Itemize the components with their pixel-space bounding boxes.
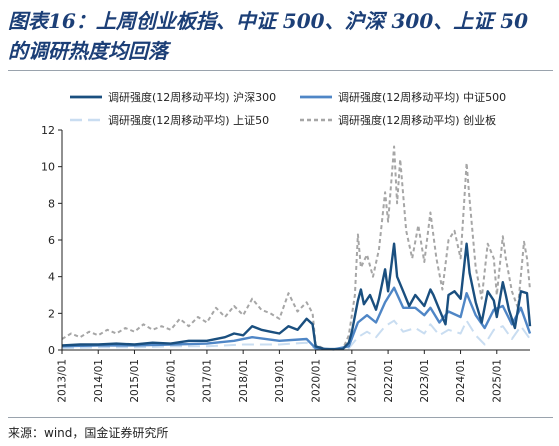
x-tick-label: 2023/01 [419,359,431,403]
legend-label-4: 调研强度(12周移动平均) 创业板 [338,113,496,127]
y-tick-label: 4 [48,271,55,284]
x-tick-label: 2020/01 [310,359,322,403]
bottom-rule [8,417,553,418]
top-rule [8,70,553,71]
x-tick-label: 2025/01 [491,359,503,403]
legend-label-1: 调研强度(12周移动平均) 沪深300 [108,90,276,104]
plot-area [61,145,532,351]
y-tick-label: 8 [48,197,55,210]
x-tick-label: 2014/01 [93,359,105,403]
chart-title: 图表16：上周创业板指、中证 500、沪深 300、上证 50 的调研热度均回落 [8,6,553,66]
x-tick-label: 2022/01 [383,359,395,403]
y-tick-label: 6 [48,234,55,247]
x-tick-label: 2017/01 [202,359,214,403]
y-tick-label: 2 [48,307,55,320]
x-tick-label: 2024/01 [455,359,467,403]
legend-label-2: 调研强度(12周移动平均) 中证500 [338,90,506,104]
series-line-4 [61,145,531,351]
x-tick-label: 2021/01 [347,359,359,403]
series-line-2 [61,286,532,351]
x-tick-label: 2015/01 [129,359,141,403]
x-tick-label: 2016/01 [165,359,177,403]
legend: 调研强度(12周移动平均) 沪深300 调研强度(12周移动平均) 中证500 调研… [70,90,506,127]
y-tick-label: 12 [41,124,55,137]
series-line-3 [61,319,531,351]
y-tick-label: 0 [48,344,55,357]
title-line-2: 的调研热度均回落 [8,39,168,63]
x-tick-label: 2018/01 [238,359,250,403]
x-tick-label: 2019/01 [274,359,286,403]
axes: 0 2 4 6 8 10 12 2013/01 2014/01 2015/01 2016/01 201… [41,124,530,403]
x-tick-label: 2013/01 [57,359,69,403]
source-note: 来源：wind，国金证券研究所 [8,426,169,440]
legend-label-3: 调研强度(12周移动平均) 上证50 [108,113,269,127]
series-line-1 [61,242,532,351]
y-tick-label: 10 [41,161,55,174]
title-line-1: 图表16：上周创业板指、中证 500、沪深 300、上证 50 [8,9,529,33]
